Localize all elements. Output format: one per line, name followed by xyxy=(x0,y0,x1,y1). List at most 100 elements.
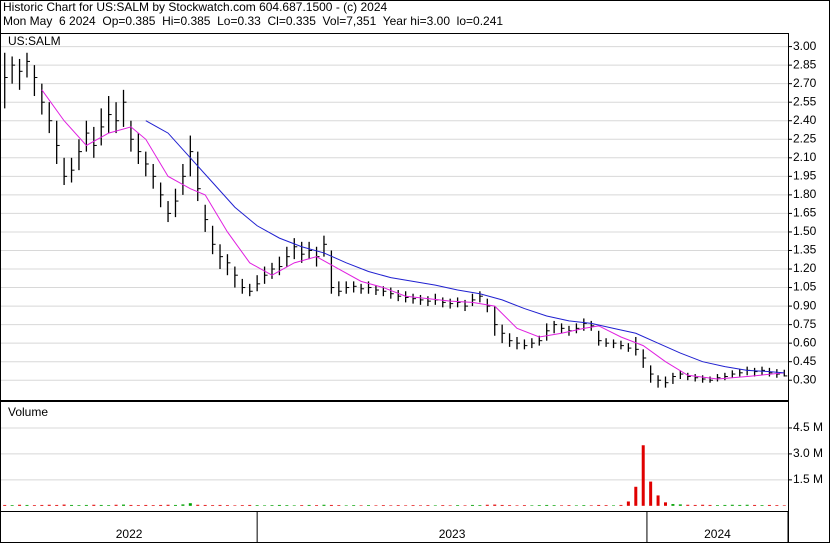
volume-bar xyxy=(738,504,742,506)
volume-bar xyxy=(77,505,81,506)
volume-bar xyxy=(671,504,675,506)
volume-bar xyxy=(530,505,534,506)
volume-bar xyxy=(107,505,111,506)
volume-bar xyxy=(225,505,229,506)
y-tick-label: 2.40 xyxy=(793,113,817,127)
volume-bar xyxy=(723,504,727,506)
y-tick-label: 0.30 xyxy=(793,372,817,386)
volume-bar xyxy=(515,505,519,506)
y-tick-label: 1.20 xyxy=(793,261,817,275)
volume-bar xyxy=(478,505,482,506)
volume-bar xyxy=(47,504,51,506)
volume-bar xyxy=(463,505,467,506)
volume-bar xyxy=(782,505,786,506)
y-tick-label: 3.0 M xyxy=(793,446,823,460)
volume-bar xyxy=(300,505,304,506)
volume-bar xyxy=(367,505,371,506)
volume-bar xyxy=(433,505,437,506)
volume-bar xyxy=(240,505,244,506)
volume-bar xyxy=(40,504,44,506)
volume-bar xyxy=(604,505,608,506)
volume-bar xyxy=(173,504,177,506)
volume-bar xyxy=(456,505,460,506)
volume-bar xyxy=(567,505,571,506)
y-tick-label: 0.45 xyxy=(793,354,817,368)
volume-bar xyxy=(263,505,267,506)
volume-bar xyxy=(248,504,252,506)
volume-bar xyxy=(678,504,682,506)
y-tick-label: 1.65 xyxy=(793,206,817,220)
y-tick-label: 1.35 xyxy=(793,243,817,257)
volume-bar xyxy=(359,505,363,506)
volume-bar xyxy=(32,505,36,506)
volume-bar xyxy=(441,505,445,506)
volume-bar xyxy=(470,504,474,506)
volume-bar xyxy=(10,505,14,506)
volume-bar xyxy=(144,504,148,506)
volume-bar xyxy=(493,504,497,506)
volume-bar xyxy=(619,504,623,506)
volume-bar xyxy=(767,504,771,506)
volume-bar xyxy=(560,505,564,506)
y-tick-label: 1.95 xyxy=(793,169,817,183)
volume-bar xyxy=(307,504,311,506)
volume-bar xyxy=(352,505,356,506)
volume-bar xyxy=(337,505,341,506)
y-tick-label: 2.85 xyxy=(793,57,817,71)
volume-bar xyxy=(701,504,705,506)
volume-bar xyxy=(114,504,118,506)
y-tick-label: 1.80 xyxy=(793,187,817,201)
volume-bar xyxy=(597,504,601,506)
volume-bar xyxy=(582,505,586,506)
volume-bar xyxy=(708,504,712,506)
volume-bar xyxy=(686,504,690,506)
price-panel xyxy=(0,33,789,401)
volume-bar xyxy=(181,504,185,506)
volume-bar xyxy=(166,504,170,506)
x-tick-label: 2023 xyxy=(439,527,466,541)
volume-bar xyxy=(344,505,348,506)
volume-bar xyxy=(25,504,29,506)
x-tick-label: 2024 xyxy=(704,527,731,541)
y-tick-label: 3.00 xyxy=(793,39,817,53)
y-tick-label: 0.60 xyxy=(793,335,817,349)
volume-bar xyxy=(233,505,237,506)
volume-bar xyxy=(663,502,667,506)
volume-bar xyxy=(129,504,133,506)
volume-bar xyxy=(381,505,385,506)
volume-bar xyxy=(537,505,541,506)
volume-bar xyxy=(122,504,126,506)
volume-bar xyxy=(99,504,103,506)
y-tick-label: 2.55 xyxy=(793,94,817,108)
y-tick-label: 0.75 xyxy=(793,317,817,331)
volume-bar xyxy=(730,504,734,506)
volume-bar xyxy=(500,504,504,506)
volume-bar xyxy=(775,505,779,506)
volume-bar xyxy=(62,504,66,506)
volume-bar xyxy=(285,505,289,506)
volume-bar xyxy=(196,504,200,506)
y-tick-label: 1.05 xyxy=(793,280,817,294)
y-tick-label: 0.90 xyxy=(793,298,817,312)
volume-bar xyxy=(522,505,526,506)
symbol-label: US:SALM xyxy=(8,34,61,48)
volume-bar xyxy=(404,505,408,506)
volume-bar xyxy=(753,504,757,506)
volume-bar xyxy=(589,505,593,506)
volume-bar xyxy=(277,504,281,506)
volume-bar xyxy=(151,505,155,506)
volume-bar xyxy=(374,505,378,506)
volume-bar xyxy=(70,504,74,506)
volume-bar xyxy=(693,504,697,506)
volume-bar xyxy=(322,504,326,506)
y-tick-label: 1.5 M xyxy=(793,472,823,486)
volume-label: Volume xyxy=(8,405,48,419)
volume-bar xyxy=(218,504,222,506)
volume-bar xyxy=(649,481,653,506)
y-tick-label: 2.25 xyxy=(793,131,817,145)
volume-bar xyxy=(552,505,556,506)
y-tick-label: 1.50 xyxy=(793,224,817,238)
volume-bar xyxy=(426,505,430,506)
volume-bar xyxy=(203,504,207,506)
